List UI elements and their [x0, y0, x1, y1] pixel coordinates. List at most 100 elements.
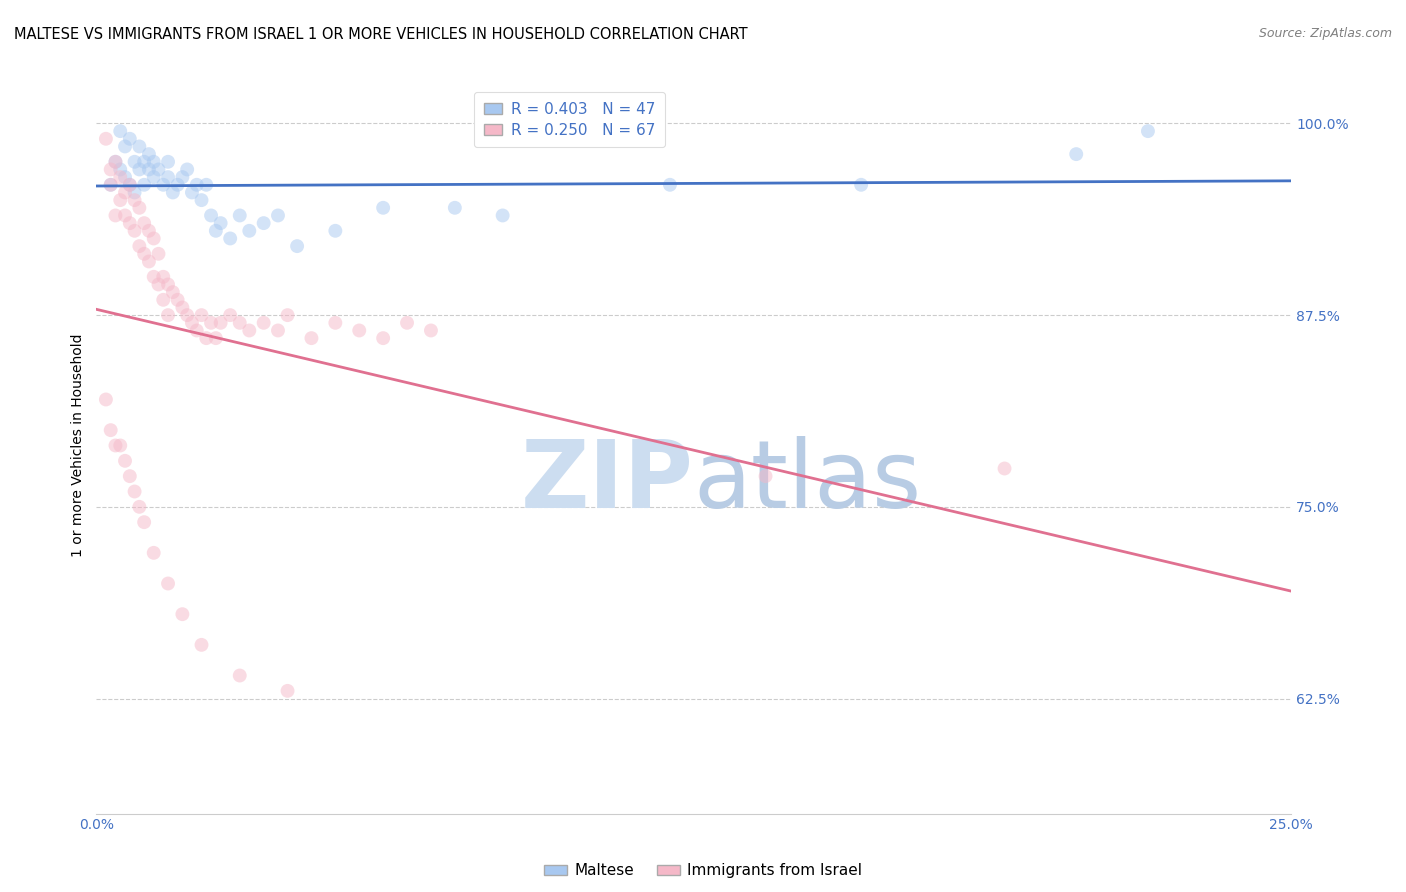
Point [200, 316, 222, 330]
Text: MALTESE VS IMMIGRANTS FROM ISRAEL 1 OR MORE VEHICLES IN HOUSEHOLD CORRELATION CH: MALTESE VS IMMIGRANTS FROM ISRAEL 1 OR M… [14, 27, 748, 42]
Point [186, 323, 208, 337]
Point [100, 162, 122, 177]
Point [1136, 124, 1159, 138]
Point [138, 162, 160, 177]
Point [219, 308, 242, 322]
Point [124, 484, 146, 499]
Point [114, 186, 136, 200]
Point [100, 178, 122, 192]
Point [420, 323, 443, 337]
Point [148, 277, 170, 292]
Point [128, 239, 150, 253]
Point [128, 201, 150, 215]
Point [124, 154, 146, 169]
Point [209, 316, 232, 330]
Point [142, 269, 165, 284]
Point [373, 331, 395, 345]
Point [100, 178, 122, 192]
Point [325, 316, 347, 330]
Point [104, 154, 127, 169]
Point [325, 224, 347, 238]
Point [754, 469, 776, 483]
Point [186, 178, 208, 192]
Point [157, 277, 180, 292]
Point [134, 247, 156, 261]
Point [267, 209, 290, 223]
Point [138, 147, 160, 161]
Point [195, 178, 218, 192]
Point [267, 323, 290, 337]
Point [138, 254, 160, 268]
Point [849, 178, 872, 192]
Point [229, 668, 252, 682]
Point [124, 186, 146, 200]
Point [104, 209, 127, 223]
Point [200, 209, 222, 223]
Point [94, 392, 117, 407]
Point [157, 170, 180, 185]
Point [118, 178, 141, 192]
Point [148, 162, 170, 177]
Point [190, 308, 212, 322]
Point [110, 124, 132, 138]
Point [658, 178, 681, 192]
Point [148, 247, 170, 261]
Point [128, 162, 150, 177]
Point [172, 301, 194, 315]
Point [219, 231, 242, 245]
Point [253, 216, 276, 230]
Point [166, 178, 188, 192]
Point [110, 193, 132, 207]
Point [114, 454, 136, 468]
Point [157, 154, 180, 169]
Point [110, 438, 132, 452]
Legend: Maltese, Immigrants from Israel: Maltese, Immigrants from Israel [537, 857, 869, 884]
Point [993, 461, 1015, 475]
Point [209, 216, 232, 230]
Point [118, 132, 141, 146]
Point [134, 216, 156, 230]
Point [301, 331, 323, 345]
Point [100, 423, 122, 437]
Point [172, 170, 194, 185]
Point [138, 224, 160, 238]
Point [176, 308, 198, 322]
Point [114, 209, 136, 223]
Y-axis label: 1 or more Vehicles in Household: 1 or more Vehicles in Household [72, 334, 86, 558]
Point [128, 139, 150, 153]
Text: Source: ZipAtlas.com: Source: ZipAtlas.com [1258, 27, 1392, 40]
Point [238, 323, 260, 337]
Point [444, 201, 467, 215]
Point [142, 546, 165, 560]
Point [118, 469, 141, 483]
Point [172, 607, 194, 622]
Point [205, 331, 228, 345]
Point [181, 186, 204, 200]
Point [195, 331, 218, 345]
Point [277, 308, 299, 322]
Point [190, 638, 212, 652]
Point [205, 224, 228, 238]
Point [229, 316, 252, 330]
Point [134, 178, 156, 192]
Point [152, 293, 174, 307]
Point [492, 209, 515, 223]
Point [104, 154, 127, 169]
Point [110, 170, 132, 185]
Point [114, 139, 136, 153]
Point [166, 293, 188, 307]
Point [134, 154, 156, 169]
Point [142, 231, 165, 245]
Text: atlas: atlas [693, 436, 922, 528]
Point [349, 323, 371, 337]
Point [104, 438, 127, 452]
Point [396, 316, 419, 330]
Legend: R = 0.403   N = 47, R = 0.250   N = 67: R = 0.403 N = 47, R = 0.250 N = 67 [474, 93, 665, 147]
Point [176, 162, 198, 177]
Point [114, 170, 136, 185]
Point [152, 178, 174, 192]
Point [277, 684, 299, 698]
Point [229, 209, 252, 223]
Point [110, 162, 132, 177]
Point [1064, 147, 1087, 161]
